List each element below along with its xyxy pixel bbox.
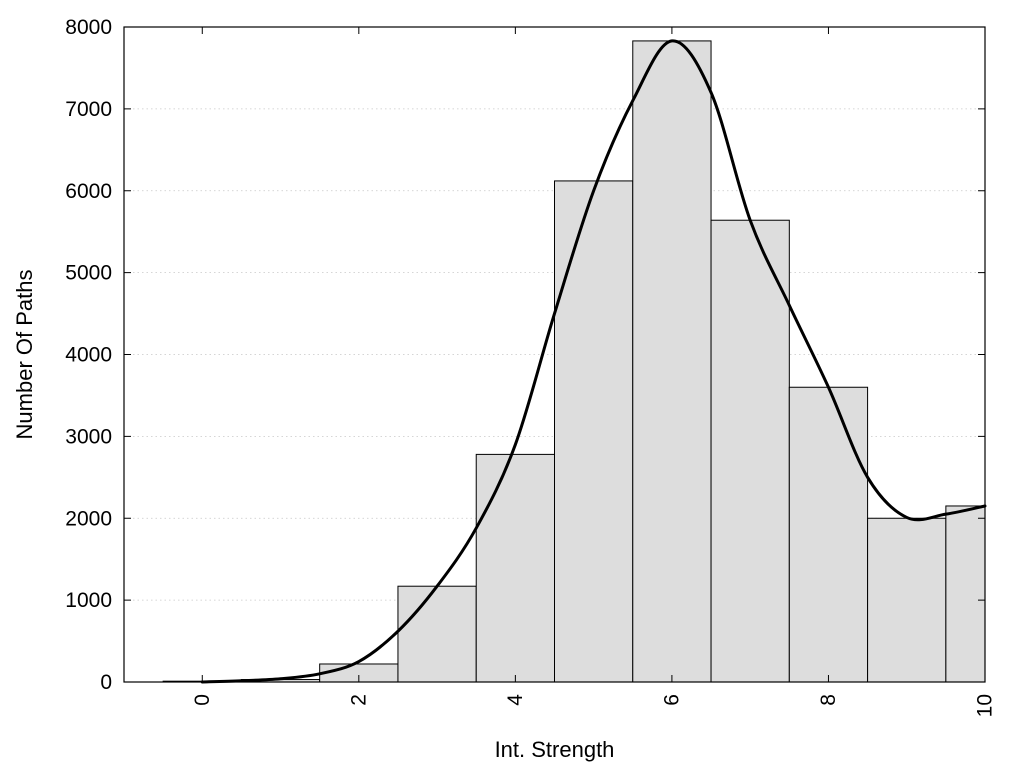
histogram-bar <box>788 386 869 683</box>
x-tick-label: 0 <box>191 694 214 706</box>
x-tick-label: 6 <box>660 694 683 706</box>
y-tick-label: 6000 <box>65 180 112 203</box>
histogram-bar <box>632 40 712 683</box>
y-tick-label: 0 <box>100 671 112 694</box>
y-axis-ticks: 0 1000 2000 3000 4000 5000 6000 7000 8000 <box>65 16 985 694</box>
y-tick-label: 7000 <box>65 98 112 121</box>
y-tick-label: 3000 <box>65 425 112 448</box>
y-axis-label: Number Of Paths <box>12 270 37 440</box>
y-tick-label: 8000 <box>65 16 112 39</box>
y-tick-label: 1000 <box>65 589 112 612</box>
histogram-bar <box>554 180 634 683</box>
fit-curve-layer <box>200 39 987 684</box>
y-tick-label: 4000 <box>65 344 112 367</box>
y-tick-label: 5000 <box>65 262 112 285</box>
x-tick-label: 2 <box>347 694 370 706</box>
histogram-bar <box>475 453 555 683</box>
histogram-bar <box>397 585 477 683</box>
x-tick-label: 10 <box>974 694 997 717</box>
x-axis-ticks: 0 2 4 6 8 10 <box>191 27 997 717</box>
fit-curve <box>200 39 987 684</box>
x-tick-label: 4 <box>504 694 527 706</box>
histogram-bars <box>162 40 986 683</box>
y-tick-label: 2000 <box>65 507 112 530</box>
histogram-bar <box>867 517 947 683</box>
x-axis-label: Int. Strength <box>495 737 615 762</box>
histogram-bar <box>710 219 790 683</box>
x-tick-label: 8 <box>817 694 840 706</box>
histogram-bar <box>945 505 986 683</box>
